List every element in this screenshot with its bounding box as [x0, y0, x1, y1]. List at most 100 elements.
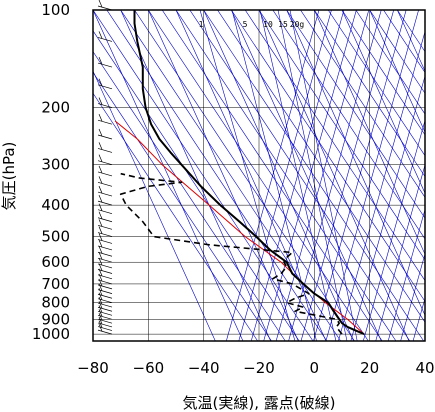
mixing-ratio-label: 15: [278, 20, 288, 29]
isotherm-line: [300, 10, 394, 341]
adiabat-line: [383, 10, 425, 73]
mixing-ratio-label: 1: [199, 20, 204, 29]
wind-barb: [97, 78, 113, 90]
x-tick-label: 20: [360, 359, 379, 377]
wind-barb: [97, 309, 113, 320]
mixing-ratio-label: 5: [243, 20, 248, 29]
adiabat-line: [327, 10, 425, 157]
adiabat-line: [217, 10, 425, 323]
mixing-ratio-label: 20g: [290, 20, 305, 29]
isotherm-line: [375, 163, 425, 341]
wind-barb: [97, 283, 113, 294]
moist-adiabat-line: [203, 10, 354, 341]
isotherm-line: [238, 10, 332, 341]
x-axis-title: 気温(実線), 露点(破線): [183, 394, 336, 412]
adiabat-line: [355, 10, 425, 115]
moist-adiabat-line: [120, 10, 271, 341]
wind-barb: [97, 252, 113, 263]
wind-barb: [97, 219, 113, 230]
moist-adiabat-line: [93, 70, 216, 341]
adiabat-line: [106, 10, 328, 341]
wind-barb: [97, 257, 113, 269]
wind-barb: [97, 56, 113, 68]
moist-adiabat-line: [258, 10, 410, 341]
isotherm-line: [325, 10, 419, 341]
plot-frame: [92, 9, 426, 342]
wind-barb: [97, 211, 113, 223]
adiabat-line: [203, 10, 424, 341]
moist-adiabat-line: [341, 10, 425, 194]
isotherm-line: [387, 208, 425, 341]
moist-adiabat-line: [175, 10, 327, 341]
mixing-ratio-line: [277, 10, 348, 341]
moist-adiabat-line: [369, 10, 425, 133]
wind-barb: [97, 320, 113, 331]
wind-barb: [97, 154, 113, 165]
wind-barb: [97, 165, 113, 177]
moist-adiabat-line: [397, 10, 425, 72]
adiabat-line: [272, 10, 425, 240]
y-tick-label: 900: [41, 310, 70, 328]
adiabat-line: [341, 10, 425, 136]
x-tick-label: −60: [133, 359, 165, 377]
wind-barb: [97, 316, 113, 328]
wind-barb: [97, 239, 113, 251]
y-tick-label: 100: [41, 1, 70, 19]
y-tick-label: 700: [41, 275, 70, 293]
wind-barb: [97, 97, 113, 108]
wind-barb: [97, 114, 113, 125]
isotherm-line: [350, 74, 425, 341]
x-tick-label: 0: [310, 359, 320, 377]
wind-barb: [97, 226, 113, 237]
isotherm-line: [362, 119, 425, 341]
wind-barb: [97, 142, 113, 153]
moist-adiabat-line: [93, 10, 244, 341]
adiabat-line: [93, 10, 314, 341]
grid-lines: [93, 10, 425, 341]
adiabat-line: [93, 71, 272, 341]
moist-adiabat-line: [231, 10, 382, 341]
adiabat-line: [231, 10, 425, 302]
mixing-ratio-line: [289, 10, 358, 341]
temperature-line: [133, 10, 365, 336]
y-tick-label: 200: [41, 99, 70, 117]
wind-barb: [97, 176, 113, 187]
x-tick-label: −20: [243, 359, 275, 377]
wind-barb: [97, 288, 113, 299]
parcel-line: [114, 120, 365, 335]
wind-barb: [97, 313, 113, 324]
wind-barbs: [97, 0, 113, 335]
x-tick-label: −40: [188, 359, 220, 377]
adiabat-line: [148, 10, 369, 341]
isotherm-line: [250, 10, 345, 341]
adiabat-line: [134, 10, 355, 341]
isotherm-line: [226, 10, 320, 341]
x-tick-label: −80: [77, 359, 109, 377]
wind-barb: [97, 128, 113, 140]
isotherm-line: [400, 252, 425, 341]
isotherm-line: [338, 30, 425, 341]
wind-barb: [97, 305, 113, 316]
wind-barb: [97, 301, 113, 312]
moist-adiabat-line: [314, 10, 425, 255]
wind-barb: [97, 195, 113, 206]
mixing-ratio-line: [259, 10, 337, 341]
adiabat-line: [300, 10, 425, 198]
wind-barb: [97, 185, 113, 197]
adiabat-line: [286, 10, 425, 219]
y-axis-title: 気圧(hPa): [0, 142, 18, 211]
wind-barb: [97, 246, 113, 257]
x-tick-label: 40: [415, 359, 434, 377]
wind-barb: [97, 292, 113, 304]
adiabat-line: [93, 92, 258, 341]
adiabat-line: [244, 10, 425, 282]
y-tick-label: 500: [41, 228, 70, 246]
wind-barb: [97, 203, 113, 215]
wind-barb: [97, 31, 113, 42]
adiabat-line: [369, 10, 425, 94]
y-tick-label: 300: [41, 156, 70, 174]
dewpoint-line: [119, 172, 343, 335]
moist-adiabat-line: [286, 10, 425, 316]
